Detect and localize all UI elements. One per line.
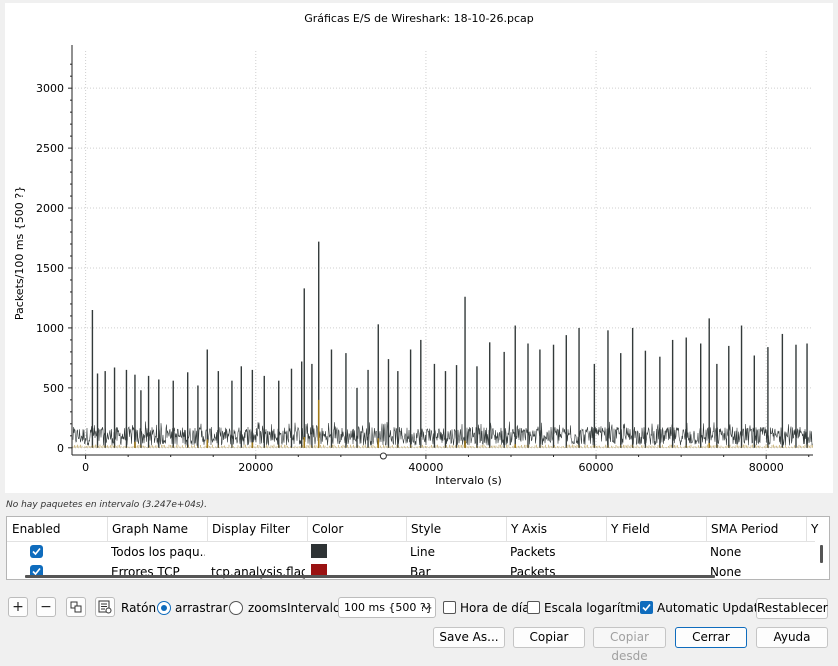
color-swatch[interactable] bbox=[311, 564, 327, 578]
sma-period-cell[interactable]: None bbox=[710, 565, 742, 579]
x-tick-label: 20000 bbox=[238, 461, 273, 474]
vertical-scrollbar[interactable] bbox=[815, 541, 829, 579]
x-tick-label: 40000 bbox=[408, 461, 443, 474]
column-header-style[interactable]: Style bbox=[406, 517, 507, 541]
help-button[interactable]: Ayuda bbox=[756, 627, 828, 648]
x-tick-label: 60000 bbox=[579, 461, 614, 474]
y-tick-label: 1000 bbox=[36, 322, 64, 335]
column-header-graph-name[interactable]: Graph Name bbox=[107, 517, 208, 541]
time-of-day-label[interactable]: Hora de día bbox=[460, 601, 530, 615]
x-axis-label: Intervalo (s) bbox=[435, 474, 502, 487]
enabled-checkbox[interactable] bbox=[30, 545, 43, 558]
y-field-cell[interactable] bbox=[610, 542, 704, 562]
interval-label: Intervalo bbox=[287, 601, 341, 615]
save-as-button[interactable]: Save As... bbox=[433, 627, 505, 648]
y-tick-label: 3000 bbox=[36, 82, 64, 95]
y-tick-label: 2500 bbox=[36, 142, 64, 155]
column-header-display-filter[interactable]: Display Filter bbox=[207, 517, 308, 541]
column-header-y[interactable]: Y bbox=[811, 522, 819, 536]
y-axis-label: Packets/100 ms {500 ?} bbox=[13, 186, 26, 320]
zoom-radio-label[interactable]: zooms bbox=[248, 601, 287, 615]
log-scale-label[interactable]: Escala logarítmica bbox=[544, 601, 654, 615]
column-header-y-axis[interactable]: Y Axis bbox=[506, 517, 607, 541]
enabled-checkbox[interactable] bbox=[30, 565, 43, 578]
chevron-down-icon bbox=[422, 604, 431, 610]
color-swatch[interactable] bbox=[311, 544, 327, 558]
graph-toolbar: + − Ratón arrastrar zooms Intervalo 100 … bbox=[0, 597, 838, 619]
drag-radio[interactable] bbox=[157, 601, 171, 615]
copy-graph-icon bbox=[70, 601, 82, 613]
table-row[interactable]: Todos los paqu... Line Packets None bbox=[7, 542, 815, 562]
scrollbar-thumb[interactable] bbox=[820, 545, 823, 563]
sma-period-cell[interactable]: None bbox=[710, 545, 742, 559]
table-header: Enabled Graph Name Display Filter Color … bbox=[7, 517, 829, 542]
y-tick-label: 1500 bbox=[36, 262, 64, 275]
x-tick-label: 80000 bbox=[749, 461, 784, 474]
graph-name-cell[interactable]: Todos los paqu... bbox=[111, 545, 205, 559]
reset-button[interactable]: Restablecer bbox=[756, 598, 828, 619]
copy-from-button[interactable]: Copiar desde bbox=[593, 627, 666, 663]
y-tick-label: 500 bbox=[43, 382, 64, 395]
close-button[interactable]: Cerrar bbox=[675, 627, 747, 648]
mouse-mode-label: Ratón bbox=[121, 601, 157, 615]
y-tick-label: 0 bbox=[57, 442, 64, 455]
add-graph-button[interactable]: + bbox=[8, 597, 28, 617]
column-header-y-field[interactable]: Y Field bbox=[606, 517, 707, 541]
automatic-update-checkbox[interactable] bbox=[640, 601, 653, 614]
series-todos-los-paquetes-trace bbox=[72, 421, 813, 446]
minus-icon: − bbox=[40, 599, 52, 615]
column-header-enabled[interactable]: Enabled bbox=[7, 517, 108, 541]
interval-select[interactable]: 100 ms {500 ?} bbox=[338, 597, 436, 618]
zoom-radio[interactable] bbox=[229, 601, 243, 615]
clear-graphs-button[interactable] bbox=[95, 597, 115, 617]
y-axis-cell[interactable]: Packets bbox=[510, 545, 556, 559]
style-cell[interactable]: Line bbox=[410, 545, 436, 559]
time-marker bbox=[379, 452, 387, 460]
horizontal-scrollbar[interactable] bbox=[25, 575, 715, 578]
status-text: No hay paquetes en intervalo (3.247e+04s… bbox=[6, 500, 207, 510]
log-scale-checkbox[interactable] bbox=[527, 601, 540, 614]
io-graph-plot[interactable]: Gráficas E/S de Wireshark: 18-10-26.pcap… bbox=[5, 3, 833, 493]
y-tick-label: 2000 bbox=[36, 202, 64, 215]
clear-list-icon bbox=[98, 600, 112, 614]
graph-list-table[interactable]: Enabled Graph Name Display Filter Color … bbox=[6, 516, 830, 580]
remove-graph-button[interactable]: − bbox=[36, 597, 56, 617]
plus-icon: + bbox=[12, 599, 24, 615]
copy-button[interactable]: Copiar bbox=[513, 627, 585, 648]
io-graph-chart[interactable]: Gráficas E/S de Wireshark: 18-10-26.pcap… bbox=[5, 3, 833, 493]
display-filter-cell[interactable] bbox=[211, 542, 305, 562]
copy-graph-button[interactable] bbox=[66, 597, 86, 617]
time-of-day-checkbox[interactable] bbox=[443, 601, 456, 614]
chart-title: Gráficas E/S de Wireshark: 18-10-26.pcap bbox=[304, 12, 534, 25]
series-errores-tcp-baseline bbox=[72, 444, 813, 448]
x-tick-label: 0 bbox=[82, 461, 89, 474]
column-header-color[interactable]: Color bbox=[307, 517, 407, 541]
automatic-update-label[interactable]: Automatic Update bbox=[657, 601, 766, 615]
interval-select-value: 100 ms {500 ?} bbox=[344, 601, 433, 614]
drag-radio-label[interactable]: arrastrar bbox=[175, 601, 228, 615]
column-header-sma-period[interactable]: SMA Period bbox=[706, 517, 807, 541]
